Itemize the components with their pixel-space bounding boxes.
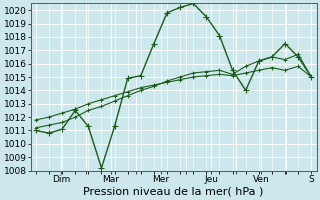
X-axis label: Pression niveau de la mer( hPa ): Pression niveau de la mer( hPa ) (84, 187, 264, 197)
